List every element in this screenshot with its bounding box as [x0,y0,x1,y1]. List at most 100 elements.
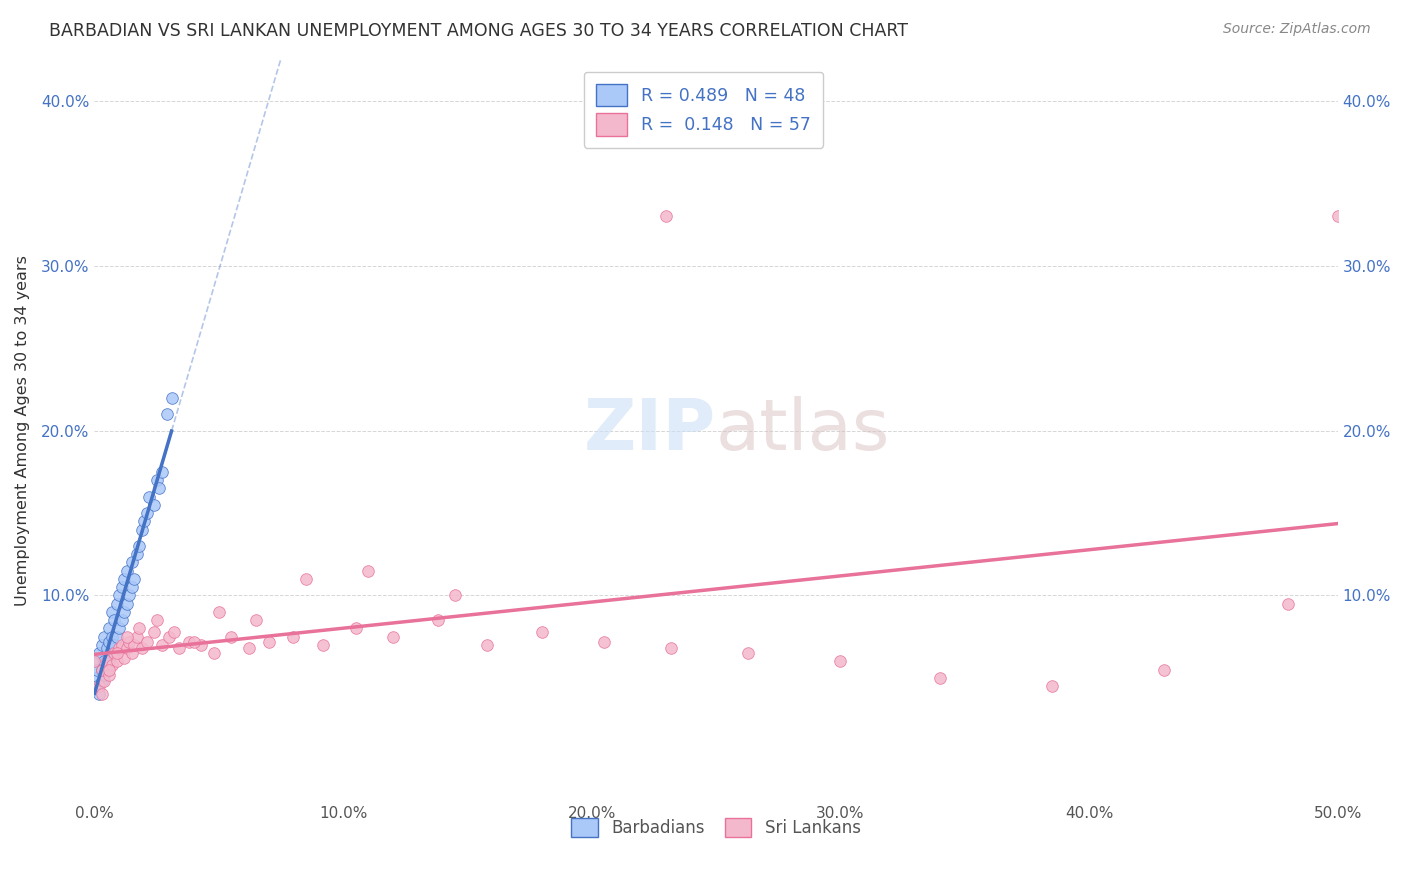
Point [105,655,128,669]
Point [131,641,153,656]
Point [112,605,135,619]
Point [98,622,121,636]
Point [83,655,105,669]
Point [93,630,115,644]
Point [121,580,143,594]
Point [128,539,150,553]
Point [103,613,125,627]
Point [112,572,135,586]
Point [530,624,553,639]
Point [90,687,112,701]
Point [138,490,160,504]
Point [89,687,111,701]
Point [118,634,141,648]
Point [1040,679,1063,693]
Point [98,634,121,648]
Point [96,641,118,656]
Point [101,630,124,644]
Point [148,481,170,495]
Point [135,506,157,520]
Point [98,663,121,677]
Point [177,634,200,648]
Point [83,671,105,685]
Point [108,622,131,636]
Point [115,597,138,611]
Point [108,589,131,603]
Point [90,638,112,652]
Point [93,655,115,669]
Y-axis label: Unemployment Among Ages 30 to 34 years: Unemployment Among Ages 30 to 34 years [15,255,30,606]
Point [89,646,111,660]
Text: BARBADIAN VS SRI LANKAN UNEMPLOYMENT AMONG AGES 30 TO 34 YEARS CORRELATION CHART: BARBADIAN VS SRI LANKAN UNEMPLOYMENT AMO… [49,22,908,40]
Point [125,547,148,561]
Point [115,630,138,644]
Point [150,465,173,479]
Point [163,624,186,639]
Point [238,641,260,656]
Point [125,630,148,644]
Point [150,638,173,652]
Point [160,391,183,405]
Point [83,655,105,669]
Point [90,674,112,689]
Point [659,641,682,656]
Point [135,634,157,648]
Point [98,667,121,681]
Point [477,638,499,652]
Point [93,667,115,681]
Point [155,407,177,421]
Point [118,589,141,603]
Point [111,638,134,652]
Point [357,564,380,578]
Point [115,641,138,656]
Point [96,655,118,669]
Point [101,605,124,619]
Point [93,674,115,689]
Point [105,646,128,660]
Point [128,622,150,636]
Point [86,663,108,677]
Point [86,679,108,693]
Point [103,646,125,660]
Point [1153,663,1175,677]
Point [105,597,128,611]
Point [312,638,335,652]
Point [112,651,135,665]
Point [593,634,616,648]
Point [737,646,759,660]
Point [183,634,205,648]
Point [157,630,180,644]
Point [219,630,242,644]
Legend: Barbadians, Sri Lankans: Barbadians, Sri Lankans [562,809,869,846]
Point [344,622,367,636]
Point [1326,209,1348,223]
Point [89,679,111,693]
Point [122,572,145,586]
Text: Source: ZipAtlas.com: Source: ZipAtlas.com [1223,22,1371,37]
Point [295,572,318,586]
Point [90,663,112,677]
Point [208,605,231,619]
Point [283,630,305,644]
Point [131,523,153,537]
Point [96,663,118,677]
Point [426,613,449,627]
Point [143,498,166,512]
Point [121,556,143,570]
Point [1277,597,1299,611]
Point [655,209,678,223]
Point [190,638,212,652]
Point [90,663,112,677]
Point [111,613,134,627]
Point [101,657,124,672]
Point [245,613,267,627]
Point [257,634,280,648]
Point [830,655,852,669]
Text: ZIP: ZIP [583,396,716,465]
Point [103,638,125,652]
Point [202,646,225,660]
Point [167,641,190,656]
Point [928,671,950,685]
Point [115,564,138,578]
Point [134,514,156,528]
